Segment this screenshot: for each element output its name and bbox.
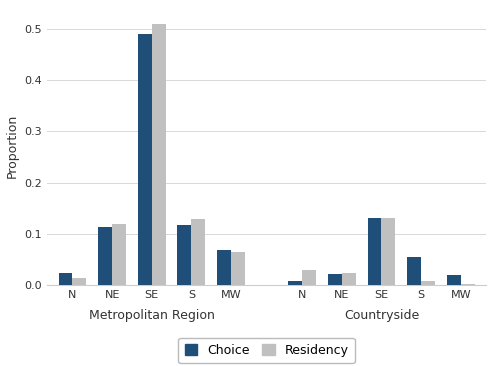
Bar [342, 273, 356, 285]
Bar [328, 274, 342, 285]
Bar [178, 225, 191, 285]
Bar [152, 23, 166, 285]
Text: Metropolitan Region: Metropolitan Region [89, 309, 215, 322]
Bar [288, 281, 302, 285]
Bar [381, 218, 396, 285]
Bar [59, 273, 72, 285]
Text: Countryside: Countryside [344, 309, 419, 322]
Bar [217, 250, 231, 285]
Bar [421, 281, 435, 285]
Legend: Choice, Residency: Choice, Residency [178, 338, 355, 363]
Bar [461, 284, 475, 285]
Bar [447, 275, 461, 285]
Bar [138, 34, 152, 285]
Y-axis label: Proportion: Proportion [5, 113, 19, 178]
Bar [407, 257, 421, 285]
Bar [302, 270, 316, 285]
Bar [231, 252, 245, 285]
Bar [368, 218, 381, 285]
Bar [191, 219, 205, 285]
Bar [98, 227, 112, 285]
Bar [72, 278, 86, 285]
Bar [112, 224, 126, 285]
